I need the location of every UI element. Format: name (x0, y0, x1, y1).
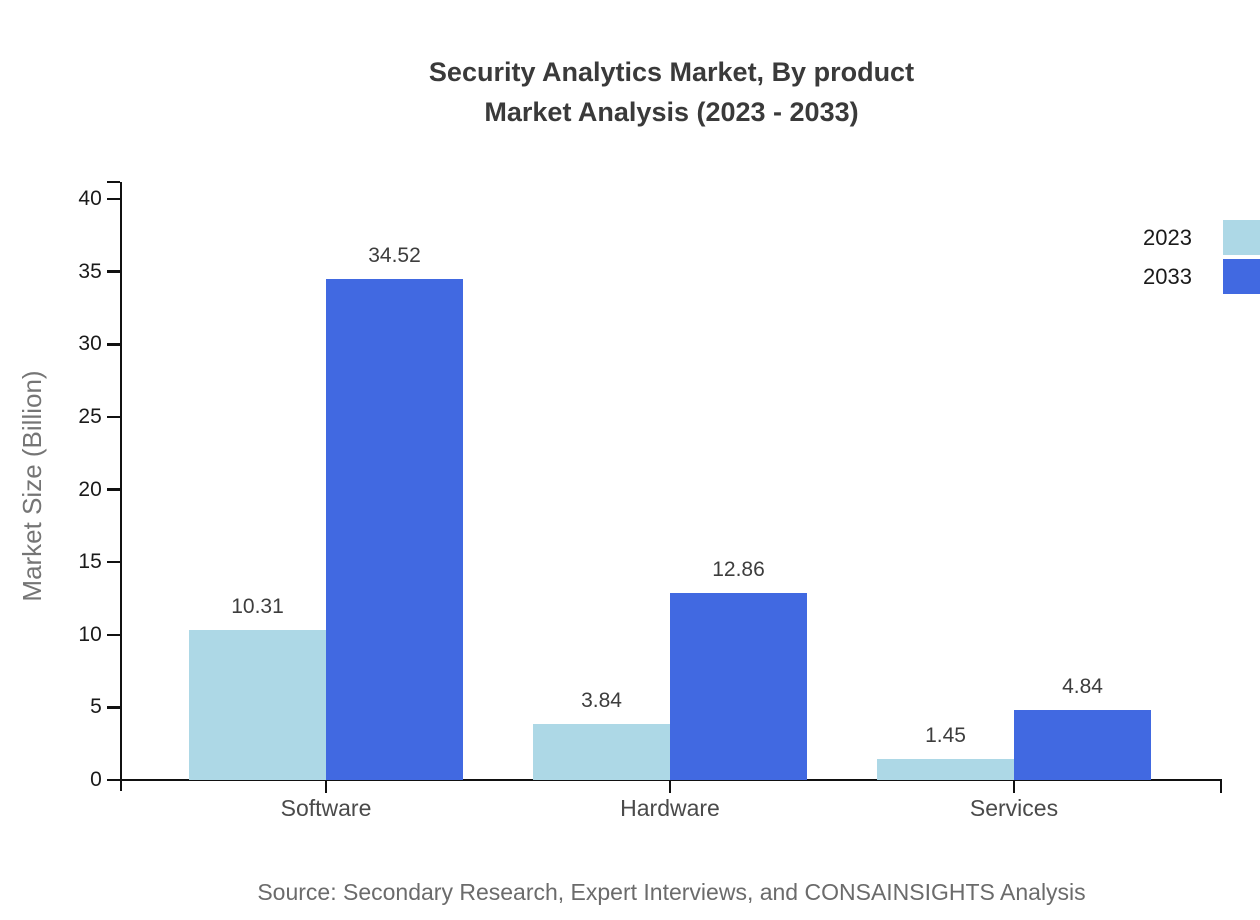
y-tick-label: 15 (78, 550, 102, 574)
y-tick-label: 10 (78, 622, 102, 646)
bar-value-label: 12.86 (712, 558, 765, 582)
chart-title: Security Analytics Market, By product Ma… (121, 52, 1222, 132)
bar-value-label: 3.84 (581, 689, 622, 713)
legend-swatch-2023 (1223, 220, 1260, 255)
y-tick-mark (106, 488, 120, 491)
bar-2033-hardware (670, 593, 807, 780)
y-axis-line (119, 182, 123, 791)
y-axis-endcap-tick (106, 180, 120, 184)
bar-value-label: 1.45 (925, 723, 966, 747)
category-label: Services (969, 795, 1059, 821)
x-tick-mark (668, 780, 672, 793)
x-tick-mark (324, 780, 328, 793)
chart-title-line-1: Security Analytics Market, By product (428, 57, 915, 87)
y-tick-mark (106, 560, 120, 564)
y-tick-label: 0 (90, 768, 102, 791)
y-tick-mark (106, 270, 120, 273)
bar-2023-services (877, 758, 1014, 780)
bar-value-label: 34.52 (368, 243, 421, 267)
y-tick-label: 30 (78, 332, 102, 356)
y-tick-mark (106, 778, 120, 782)
y-tick-label: 20 (78, 477, 102, 501)
y-tick-mark (106, 633, 120, 636)
bar-2033-software (326, 278, 463, 780)
y-tick-mark (106, 706, 120, 709)
legend-label-2023: 2023 (1143, 225, 1192, 250)
source-attribution: Source: Secondary Research, Expert Inter… (257, 879, 1086, 905)
y-tick-label: 40 (78, 187, 102, 210)
x-tick-mark (1012, 780, 1016, 793)
x-axis-endcap-tick (1219, 780, 1222, 793)
bar-2023-software (189, 630, 326, 780)
y-tick-mark (106, 197, 120, 201)
bar-2033-services (1014, 709, 1151, 780)
legend-label-2033: 2033 (1143, 264, 1192, 289)
y-tick-label: 5 (90, 695, 102, 719)
bar-value-label: 4.84 (1062, 674, 1103, 698)
category-label: Software (280, 795, 372, 821)
y-tick-mark (106, 415, 120, 419)
category-label: Hardware (620, 795, 720, 821)
chart-title-line-2: Market Analysis (2023 - 2033) (484, 97, 859, 127)
legend-swatch-2033 (1223, 259, 1260, 294)
bar-value-label: 10.31 (231, 595, 284, 619)
y-tick-label: 25 (78, 404, 102, 428)
y-tick-label: 35 (78, 259, 102, 283)
bar-2023-hardware (533, 724, 670, 780)
y-tick-mark (106, 343, 120, 346)
